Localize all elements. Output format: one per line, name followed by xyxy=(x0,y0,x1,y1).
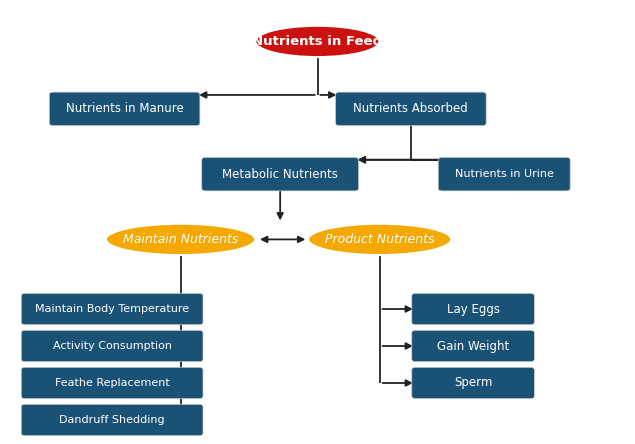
FancyBboxPatch shape xyxy=(50,92,200,126)
Text: Dandruff Shedding: Dandruff Shedding xyxy=(59,415,165,425)
FancyBboxPatch shape xyxy=(22,367,203,399)
Ellipse shape xyxy=(255,26,380,57)
Text: Metabolic Nutrients: Metabolic Nutrients xyxy=(222,168,338,181)
Text: Activity Consumption: Activity Consumption xyxy=(53,341,171,351)
FancyBboxPatch shape xyxy=(22,293,203,325)
Text: Sperm: Sperm xyxy=(454,377,492,389)
Ellipse shape xyxy=(106,224,255,255)
FancyBboxPatch shape xyxy=(411,367,535,399)
Text: Maintain Nutrients: Maintain Nutrients xyxy=(123,233,238,246)
FancyBboxPatch shape xyxy=(411,293,535,325)
Text: Nutrients in Feed: Nutrients in Feed xyxy=(253,35,382,48)
Text: Lay Eggs: Lay Eggs xyxy=(446,302,500,316)
Text: Nutrients in Manure: Nutrients in Manure xyxy=(65,103,184,115)
Text: Nutrients Absorbed: Nutrients Absorbed xyxy=(354,103,468,115)
Text: Product Nutrients: Product Nutrients xyxy=(325,233,434,246)
Ellipse shape xyxy=(308,224,451,255)
FancyBboxPatch shape xyxy=(202,157,359,191)
Text: Gain Weight: Gain Weight xyxy=(437,340,509,353)
FancyBboxPatch shape xyxy=(411,330,535,362)
Text: Feathe Replacement: Feathe Replacement xyxy=(55,378,170,388)
FancyBboxPatch shape xyxy=(335,92,486,126)
FancyBboxPatch shape xyxy=(22,330,203,362)
FancyBboxPatch shape xyxy=(22,404,203,436)
Text: Nutrients in Urine: Nutrients in Urine xyxy=(455,169,554,179)
Text: Maintain Body Temperature: Maintain Body Temperature xyxy=(35,304,189,314)
FancyBboxPatch shape xyxy=(438,157,570,191)
